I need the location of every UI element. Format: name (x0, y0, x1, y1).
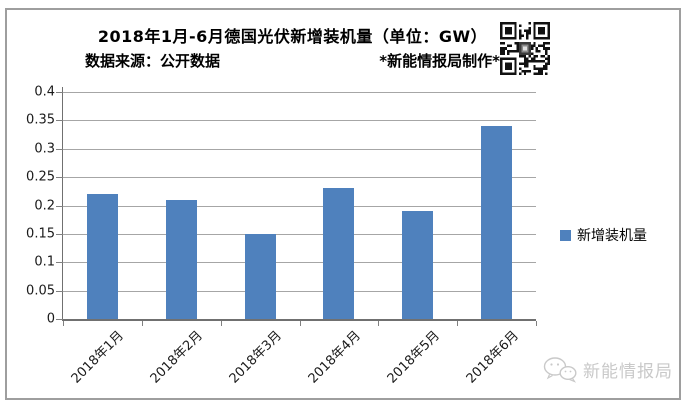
legend-label: 新增装机量 (577, 228, 647, 244)
bar-2018年3月 (244, 233, 276, 319)
x-axis-tick (299, 321, 301, 326)
chart-subtitle: 数据来源：公开数据 *新能情报局制作* (85, 50, 500, 71)
y-axis-label: 0.2 (34, 198, 55, 213)
x-axis-tick (220, 321, 222, 326)
plot-area: 0 0.05 0.1 0.15 0.2 0.25 0.3 0.35 0.4 2018年1月 2018… (26, 86, 537, 387)
x-axis-tick (141, 321, 143, 326)
y-axis-label: 0.35 (26, 112, 55, 128)
y-axis-tick (56, 148, 63, 150)
gridline (63, 233, 536, 235)
gridline (63, 177, 536, 179)
y-axis-tick (56, 92, 63, 93)
y-axis-label: 0.05 (26, 283, 55, 299)
wechat-icon (543, 357, 577, 383)
x-axis-tick (378, 321, 380, 326)
credit-label: *新能情报局制作* (379, 52, 500, 70)
gridline (63, 262, 536, 264)
legend: 新增装机量 (560, 225, 647, 245)
y-axis-label: 0 (46, 311, 55, 327)
y-axis-label: 0.1 (34, 254, 55, 270)
x-axis-tick (536, 321, 537, 326)
qr-code-icon (500, 22, 550, 75)
gridline (63, 290, 536, 292)
bar-2018年2月 (165, 199, 197, 319)
y-axis-tick (56, 262, 63, 264)
data-source-label: 数据来源：公开数据 (85, 52, 221, 70)
y-axis-tick (56, 233, 63, 235)
gridline (63, 148, 536, 150)
y-axis-line-extension (62, 87, 63, 92)
watermark: 新能情报局 (543, 356, 673, 383)
watermark-text: 新能情报局 (583, 362, 673, 382)
y-axis-tick (56, 319, 63, 320)
legend-swatch (560, 229, 571, 241)
chart-title: 2018年1月-6月德国光伏新增装机量（单位：GW） (97, 27, 488, 46)
y-axis-label: 0.4 (34, 84, 55, 100)
y-axis-label: 0.25 (26, 169, 55, 185)
gridline (63, 205, 536, 207)
y-axis-label: 0.15 (26, 226, 55, 242)
gridline (63, 120, 536, 122)
chart-header: 2018年1月-6月德国光伏新增装机量（单位：GW） 数据来源：公开数据 *新能… (85, 23, 500, 71)
y-axis-tick (56, 177, 63, 179)
bar-2018年1月 (86, 194, 118, 319)
bar-2018年6月 (481, 126, 513, 319)
x-axis-tick (457, 321, 459, 326)
y-axis-tick (56, 290, 63, 292)
y-axis-tick (56, 120, 63, 122)
bar-2018年5月 (402, 211, 434, 319)
y-axis-tick (56, 205, 63, 207)
gridline (63, 92, 536, 93)
y-axis-label: 0.3 (34, 141, 55, 157)
x-axis-tick (63, 321, 64, 326)
bar-2018年4月 (323, 188, 355, 319)
